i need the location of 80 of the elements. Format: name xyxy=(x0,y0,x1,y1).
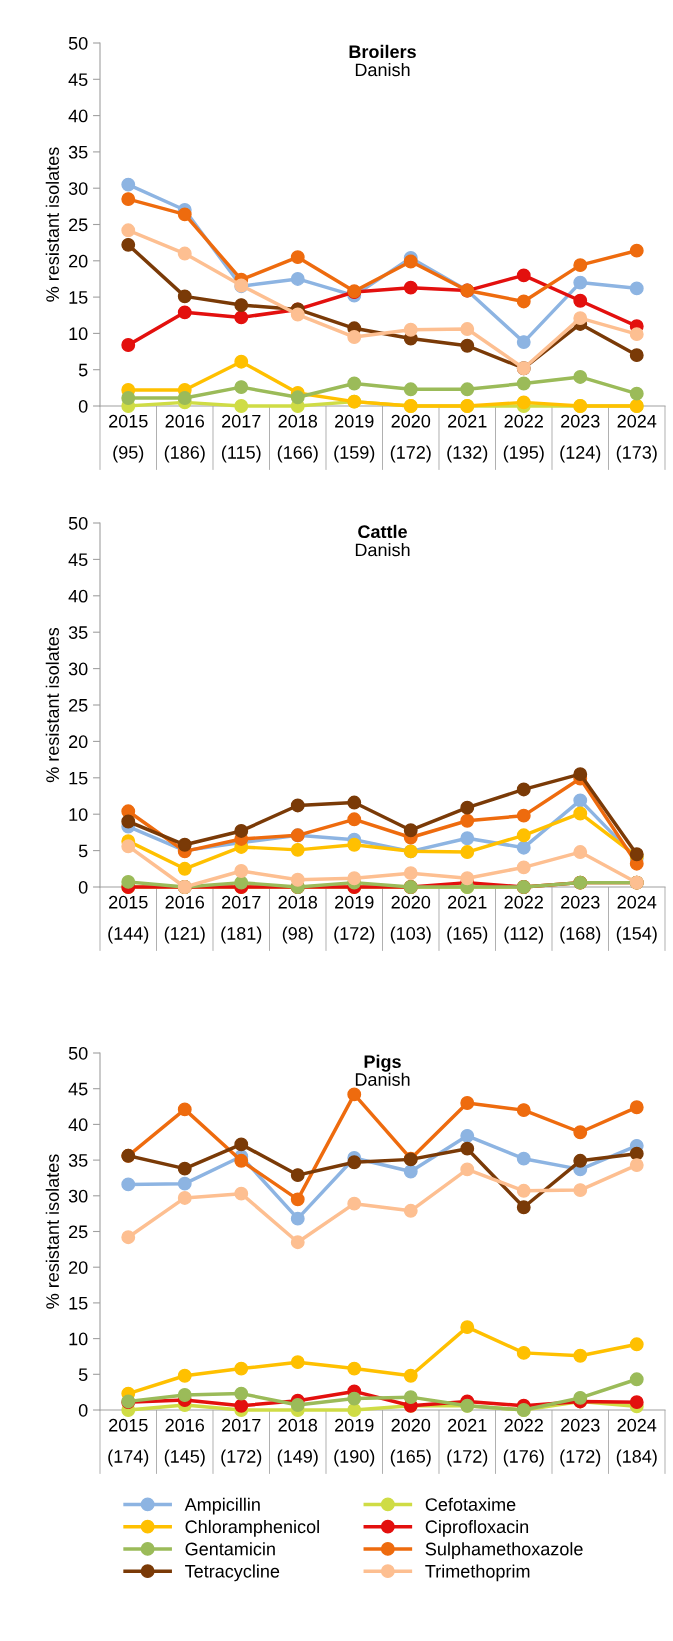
x-tick-label: 2018 (98) xyxy=(278,895,318,944)
legend-label: Cefotaxime xyxy=(425,1497,516,1511)
x-tick-label: 2024 (184) xyxy=(616,1418,657,1467)
y-tick-label: 35 xyxy=(68,626,88,639)
x-tick-label: 2023 (168) xyxy=(560,895,601,944)
x-tick-label: 2023 (172) xyxy=(560,1418,601,1467)
y-tick-label: 5 xyxy=(78,844,88,858)
legend-label: Ciprofloxacin xyxy=(425,1519,529,1537)
legend-label: Chloramphenicol xyxy=(185,1519,319,1537)
y-tick-label: 50 xyxy=(68,516,88,530)
x-tick-label: 2015 (95) xyxy=(109,414,148,463)
y-tick-label: 15 xyxy=(69,1297,88,1310)
y-tick-label: 20 xyxy=(69,735,88,749)
legend-label: Gentamicin xyxy=(185,1542,275,1556)
x-tick-label: 2019 (159) xyxy=(334,414,375,463)
y-tick-label: 0 xyxy=(78,1403,88,1417)
y-tick-label: 50 xyxy=(68,1046,88,1060)
legend-label: Tetracycline xyxy=(185,1564,280,1582)
x-tick-label: 2017 (115) xyxy=(221,414,261,463)
chart-title: Broilers xyxy=(349,44,416,59)
x-tick-label: 2024 (173) xyxy=(616,414,657,463)
y-tick-label: 40 xyxy=(68,1118,88,1132)
x-tick-label: 2020 (165) xyxy=(390,1418,431,1467)
y-tick-label: 40 xyxy=(68,589,88,603)
x-tick-label: 2021 (172) xyxy=(447,1418,488,1467)
y-tick-label: 15 xyxy=(69,771,88,785)
legend-label: Trimethoprim xyxy=(425,1564,530,1582)
y-tick-label: 10 xyxy=(69,1332,88,1346)
x-tick-label: 2016 (121) xyxy=(164,895,205,944)
x-tick-label: 2016 (186) xyxy=(164,414,205,463)
y-tick-label: 25 xyxy=(69,218,88,232)
x-tick-label: 2018 (166) xyxy=(277,414,318,463)
x-tick-label: 2021 (132) xyxy=(447,414,488,463)
x-tick-label: 2015 (144) xyxy=(108,895,149,944)
x-tick-label: 2020 (103) xyxy=(390,895,431,944)
x-tick-label: 2024 (154) xyxy=(616,895,657,944)
legend-label: Sulphamethoxazole xyxy=(425,1542,583,1559)
y-tick-label: 40 xyxy=(68,109,88,123)
y-tick-label: 35 xyxy=(68,1154,88,1167)
y-tick-label: 10 xyxy=(69,327,88,341)
legend-label: Ampicillin xyxy=(184,1497,260,1515)
y-tick-label: 30 xyxy=(68,662,88,676)
y-tick-label: 15 xyxy=(69,291,88,304)
x-tick-label: 2020 (172) xyxy=(390,414,431,463)
y-tick-label: 5 xyxy=(78,363,88,377)
y-tick-label: 30 xyxy=(68,1189,88,1203)
text: Danish xyxy=(355,1072,410,1086)
x-tick-label: 2017 (172) xyxy=(221,1418,262,1467)
y-tick-label: 45 xyxy=(68,73,88,87)
y-tick-label: 30 xyxy=(68,182,88,195)
x-tick-label: 2019 (172) xyxy=(334,895,375,944)
y-tick-label: 50 xyxy=(68,36,88,50)
y-tick-label: 45 xyxy=(68,553,88,567)
y-tick-label: 35 xyxy=(68,145,88,159)
text: Danish xyxy=(355,62,410,77)
y-tick-label: 10 xyxy=(69,808,88,821)
x-tick-label: 2022 (112) xyxy=(504,895,544,944)
y-tick-label: 0 xyxy=(78,880,88,894)
x-tick-label: 2019 (190) xyxy=(334,1418,375,1467)
y-tick-label: 0 xyxy=(78,399,88,413)
x-tick-label: 2018 (149) xyxy=(277,1418,318,1467)
y-tick-label: 25 xyxy=(69,1225,88,1239)
y-tick-label: 20 xyxy=(69,1261,88,1274)
y-tick-label: 5 xyxy=(78,1368,88,1382)
y-axis-title: % resistant isolates xyxy=(45,147,59,302)
x-tick-label: 2016 (145) xyxy=(164,1418,205,1467)
text: Danish xyxy=(355,543,410,557)
y-axis-title: % resistant isolates xyxy=(45,1154,59,1309)
x-tick-label: 2022 (176) xyxy=(503,1418,544,1467)
chart-title: Cattle xyxy=(358,524,407,539)
x-tick-label: 2015 (174) xyxy=(108,1418,149,1467)
y-tick-label: 20 xyxy=(69,254,88,268)
y-axis-title: % resistant isolates xyxy=(45,627,59,783)
x-tick-label: 2017 (181) xyxy=(221,895,262,944)
chart-title: Pigs xyxy=(364,1054,401,1072)
x-tick-label: 2023 (124) xyxy=(560,414,601,463)
x-tick-label: 2021 (165) xyxy=(447,895,488,944)
y-tick-label: 25 xyxy=(69,698,88,712)
x-tick-label: 2022 (195) xyxy=(503,414,544,463)
y-tick-label: 45 xyxy=(68,1082,88,1096)
